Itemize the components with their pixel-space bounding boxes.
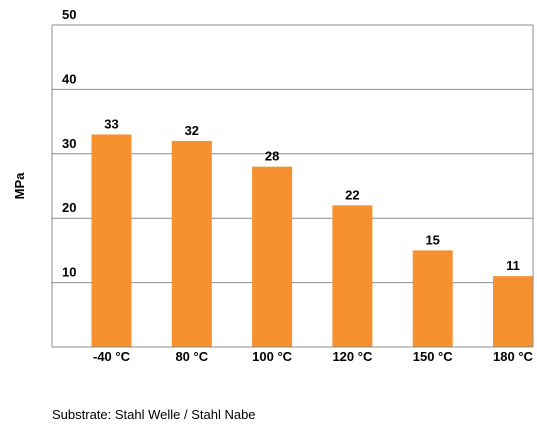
data-label: 32 bbox=[185, 123, 199, 138]
bar bbox=[332, 205, 373, 347]
y-tick-label: 10 bbox=[62, 265, 76, 280]
bar bbox=[252, 166, 293, 347]
x-tick-label: 100 °C bbox=[252, 349, 293, 364]
bar bbox=[412, 250, 453, 347]
data-label: 33 bbox=[104, 116, 118, 131]
y-tick-label: 30 bbox=[62, 136, 76, 151]
x-tick-label: 150 °C bbox=[413, 349, 454, 364]
data-label: 15 bbox=[425, 232, 439, 247]
bars bbox=[91, 134, 533, 347]
data-label: 22 bbox=[345, 187, 359, 202]
y-axis-label: MPa bbox=[12, 172, 27, 200]
y-tick-label: 20 bbox=[62, 200, 76, 215]
data-label: 28 bbox=[265, 149, 279, 164]
x-tick-label: 120 °C bbox=[332, 349, 373, 364]
y-tick-label: 50 bbox=[62, 7, 76, 22]
labels: 10 20 30 40 50 33 -40 °C 32 80 °C 28 100 °C 22 120 °… bbox=[62, 7, 534, 364]
axes bbox=[51, 25, 534, 348]
x-tick-label: 80 °C bbox=[175, 349, 208, 364]
gridlines bbox=[52, 24, 533, 284]
x-tick-label: -40 °C bbox=[93, 349, 131, 364]
bar bbox=[493, 276, 533, 347]
bar bbox=[91, 134, 132, 347]
data-label: 11 bbox=[506, 258, 520, 273]
y-tick-label: 40 bbox=[62, 71, 76, 86]
bar bbox=[171, 140, 212, 347]
x-tick-label: 180 °C bbox=[493, 349, 534, 364]
substrate-note: Substrate: Stahl Welle / Stahl Nabe bbox=[52, 407, 256, 422]
